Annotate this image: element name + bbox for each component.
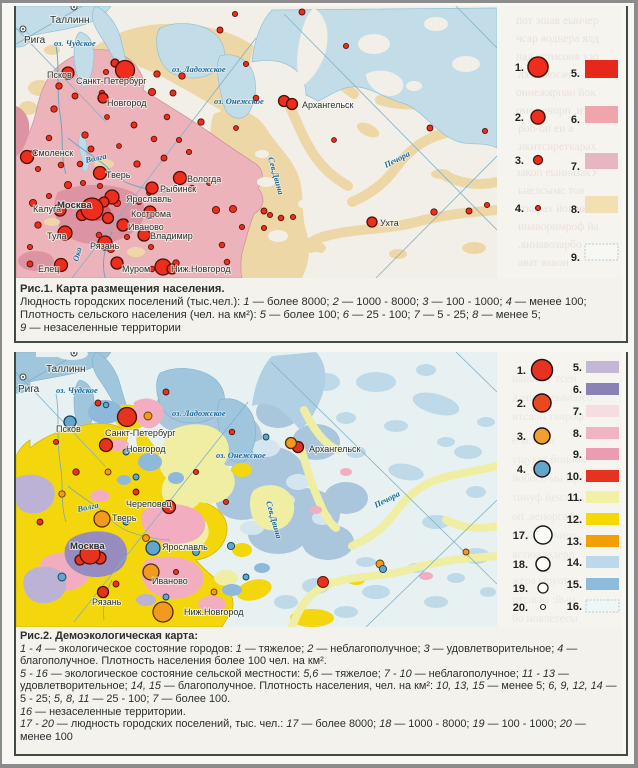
svg-text:Тверь: Тверь	[106, 170, 131, 180]
svg-text:Псков: Псков	[47, 70, 72, 80]
svg-text:.икитсиреткарах: .икитсиреткарах	[516, 141, 596, 153]
svg-text:оз. Онежское: оз. Онежское	[214, 96, 264, 106]
svg-text:Ухта: Ухта	[380, 218, 399, 228]
svg-text:ястюяледерп: ястюяледерп	[512, 549, 575, 561]
svg-text:19.: 19.	[513, 583, 528, 595]
svg-text:10.: 10.	[567, 471, 582, 483]
svg-text:тинуф йенлад: тинуф йенлад	[512, 492, 579, 504]
svg-text:4.: 4.	[515, 203, 524, 215]
svg-text:Рыбинск: Рыбинск	[160, 184, 196, 194]
svg-text:итсогва :йын: итсогва :йын	[512, 594, 575, 606]
svg-text:оз. Онежское: оз. Онежское	[216, 450, 266, 460]
svg-text:оз. Ладожское: оз. Ладожское	[172, 64, 226, 74]
svg-text:15.: 15.	[567, 579, 582, 591]
svg-text:Рига: Рига	[18, 384, 40, 395]
svg-text:Новгород: Новгород	[126, 444, 166, 454]
svg-text:оз. Чудское: оз. Чудское	[54, 38, 96, 48]
svg-text:3.: 3.	[515, 155, 524, 167]
svg-text:7.: 7.	[573, 406, 582, 418]
svg-text:д ешыв еынбосо: д ешыв еынбосо	[512, 392, 593, 404]
svg-text:1.: 1.	[517, 365, 526, 377]
svg-text:Архангельск: Архангельск	[309, 444, 361, 454]
svg-text:Ниж.Новгород: Ниж.Новгород	[184, 607, 244, 617]
svg-text:Елец: Елец	[38, 264, 59, 274]
svg-text:Иваново: Иваново	[128, 222, 164, 232]
svg-text:6.: 6.	[571, 114, 580, 126]
svg-text:12.: 12.	[567, 514, 582, 526]
svg-text:Череповец: Череповец	[126, 499, 172, 509]
svg-text:Ниж.Новгород: Ниж.Новгород	[171, 264, 231, 274]
svg-text:Таллинн: Таллинн	[50, 15, 90, 26]
svg-text:йобосо ми ырт: йобосо ми ырт	[512, 473, 584, 485]
svg-text:закоп еынназакУ: закоп еынназакУ	[516, 167, 600, 179]
svg-text:17.: 17.	[513, 530, 528, 542]
svg-text:Архангельск: Архангельск	[302, 100, 354, 110]
svg-text:13.: 13.	[567, 536, 582, 548]
svg-text:Москва: Москва	[57, 200, 92, 211]
svg-text:5.: 5.	[571, 68, 580, 80]
svg-text:инаворимроф йа: инаворимроф йа	[518, 221, 599, 233]
svg-text:Вологда: Вологда	[187, 174, 221, 184]
svg-text:Ярославль: Ярославль	[126, 194, 172, 204]
svg-text:Тверь: Тверь	[112, 513, 137, 523]
svg-text:жера ыруотка: жера ыруотка	[511, 575, 579, 587]
svg-text:бо новлетесы: бо новлетесы	[512, 613, 578, 625]
svg-text:2.: 2.	[517, 398, 526, 410]
svg-text:3.: 3.	[517, 431, 526, 443]
svg-text:Иваново: Иваново	[152, 576, 188, 586]
svg-text:Рязань: Рязань	[92, 597, 122, 607]
svg-text:оз. Чудское: оз. Чудское	[56, 385, 98, 395]
svg-text:2.: 2.	[515, 112, 524, 124]
svg-text:20.: 20.	[513, 602, 528, 614]
svg-text:11.: 11.	[567, 492, 582, 504]
svg-text:чсар воднера ялд: чсар воднера ялд	[516, 33, 599, 45]
svg-text:.яинавозарбо: .яинавозарбо	[518, 239, 582, 251]
svg-text:5.: 5.	[573, 362, 582, 374]
svg-text:Новгород: Новгород	[107, 98, 147, 108]
svg-text:9.: 9.	[571, 252, 580, 264]
svg-text:пот эшав еынчер: пот эшав еынчер	[516, 15, 599, 27]
svg-text:8.: 8.	[573, 428, 582, 440]
svg-text:роб-оп ен а: роб-оп ен а	[518, 123, 573, 135]
svg-text:16.: 16.	[567, 601, 582, 613]
svg-text:Ярославль: Ярославль	[162, 542, 208, 552]
svg-text:оннежярпан йок: оннежярпан йок	[516, 87, 596, 99]
svg-text:Ока: Ока	[70, 245, 84, 262]
svg-text:ущукет йоннок: ущукет йоннок	[512, 454, 587, 466]
svg-text:7.: 7.	[571, 161, 580, 173]
svg-text:Муром: Муром	[122, 264, 150, 274]
svg-text:Санкт-Петербург: Санкт-Петербург	[76, 76, 147, 86]
svg-text:Санкт-Петербург: Санкт-Петербург	[105, 428, 176, 438]
svg-text:Калуга: Калуга	[33, 204, 61, 214]
svg-text:8.: 8.	[571, 204, 580, 216]
svg-text:Таллинн: Таллинн	[46, 364, 86, 375]
svg-text:оз. Ладожское: оз. Ладожское	[172, 408, 226, 418]
svg-text:Псков: Псков	[56, 424, 81, 434]
svg-text:Владимир: Владимир	[150, 231, 193, 241]
svg-text:Москва: Москва	[70, 541, 105, 552]
svg-text:1.: 1.	[515, 62, 524, 74]
svg-text:9.: 9.	[573, 449, 582, 461]
svg-text:6.: 6.	[573, 384, 582, 396]
svg-text:итсалп танроф: итсалп танроф	[512, 411, 584, 423]
svg-text:ьнелсымс тов: ьнелсымс тов	[518, 185, 585, 197]
svg-text:14.: 14.	[567, 557, 582, 569]
svg-text:Смоленск: Смоленск	[32, 148, 73, 158]
svg-text:Рига: Рига	[24, 35, 46, 46]
svg-text:4.: 4.	[517, 464, 526, 476]
svg-text:Рязань: Рязань	[90, 241, 120, 251]
svg-text:Тула: Тула	[47, 231, 67, 241]
svg-text:18.: 18.	[513, 559, 528, 571]
svg-text:ават яавон: ават яавон	[518, 257, 569, 269]
svg-text:Кострома: Кострома	[131, 209, 171, 219]
svg-text:оп ,веноргаф: оп ,веноргаф	[512, 511, 576, 523]
